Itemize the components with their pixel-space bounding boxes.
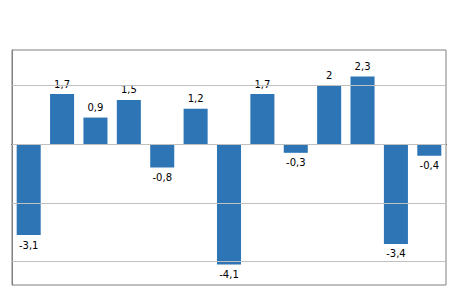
svg-text:2: 2 bbox=[326, 70, 332, 81]
svg-text:-0,3: -0,3 bbox=[286, 157, 306, 168]
svg-text:-0,4: -0,4 bbox=[420, 160, 440, 171]
svg-text:1,2: 1,2 bbox=[188, 93, 204, 104]
svg-text:-3,1: -3,1 bbox=[19, 240, 39, 251]
svg-text:-0,8: -0,8 bbox=[152, 172, 172, 183]
svg-text:1,5: 1,5 bbox=[121, 84, 137, 95]
svg-text:-4,1: -4,1 bbox=[219, 269, 239, 280]
svg-text:1,7: 1,7 bbox=[54, 79, 70, 90]
svg-text:0,9: 0,9 bbox=[88, 102, 104, 113]
svg-text:2,3: 2,3 bbox=[355, 61, 371, 72]
svg-text:1,7: 1,7 bbox=[254, 79, 270, 90]
svg-text:-3,4: -3,4 bbox=[386, 248, 406, 259]
